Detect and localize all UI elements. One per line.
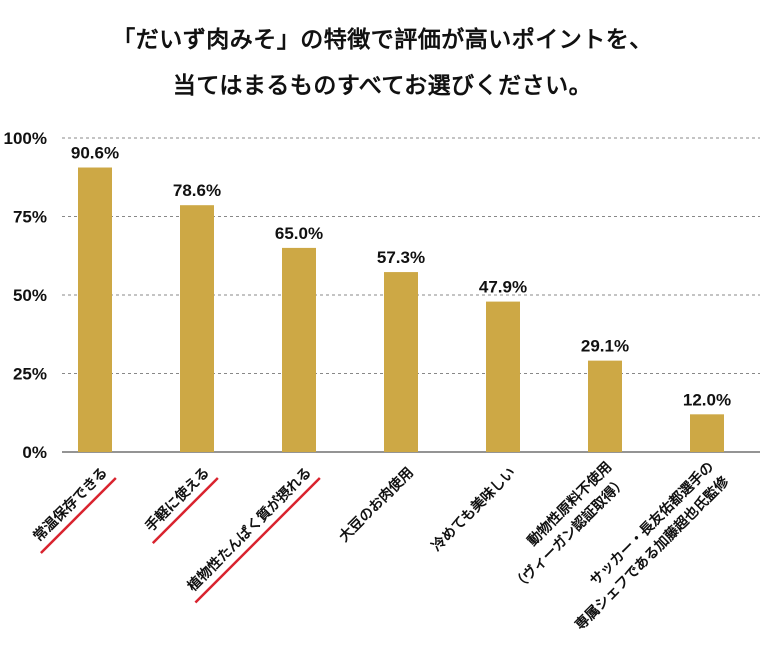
bar	[588, 360, 622, 452]
bar	[78, 167, 112, 453]
x-tick-label: 大豆のお肉使用	[336, 464, 417, 545]
data-label: 78.6%	[173, 181, 221, 200]
chart-title-line1: 「だいず肉みそ」の特徴で評価が高いポイントを、	[112, 27, 653, 53]
y-tick-label: 75%	[13, 208, 47, 227]
bar	[384, 272, 418, 452]
x-tick-label: 手軽に使える	[142, 464, 219, 544]
x-tick-label-line: 大豆のお肉使用	[336, 464, 417, 545]
y-tick-label: 25%	[13, 365, 47, 384]
data-label: 65.0%	[275, 224, 323, 243]
x-tick-label: 常温保存できる	[30, 464, 117, 554]
x-tick-label-line: 冷めても美味しい	[428, 464, 519, 555]
x-tick-label-line: 常温保存できる	[30, 464, 111, 545]
bar	[486, 301, 520, 452]
bar	[282, 247, 316, 452]
highlight-underline	[40, 477, 117, 554]
y-tick-label: 0%	[22, 443, 47, 462]
highlight-underline	[151, 477, 219, 544]
data-label: 90.6%	[71, 144, 119, 163]
y-tick-label: 50%	[13, 286, 47, 305]
data-label: 29.1%	[581, 337, 629, 356]
data-label: 47.9%	[479, 278, 527, 297]
x-tick-label-line: （ヴィーガン認証取得）	[509, 473, 630, 594]
x-tick-label-line: 手軽に使える	[142, 464, 213, 535]
chart-title-line2: 当てはまるものすべてお選びください。	[172, 73, 593, 99]
data-label: 57.3%	[377, 248, 425, 267]
y-tick-label: 100%	[4, 129, 47, 148]
bar	[180, 205, 214, 452]
highlight-underline	[194, 477, 321, 604]
data-label: 12.0%	[683, 390, 731, 409]
x-tick-label: 冷めても美味しい	[428, 464, 519, 555]
bar	[690, 414, 724, 452]
